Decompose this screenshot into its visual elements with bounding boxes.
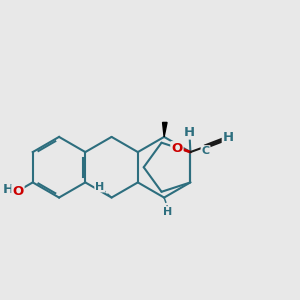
Text: H: H [184, 126, 195, 139]
Text: H: H [223, 131, 234, 144]
Text: H: H [95, 182, 104, 191]
Text: O: O [171, 142, 183, 155]
Text: C: C [202, 146, 210, 156]
Text: H: H [163, 207, 172, 217]
Polygon shape [163, 122, 167, 137]
Text: H: H [3, 184, 14, 196]
Text: O: O [12, 185, 23, 198]
